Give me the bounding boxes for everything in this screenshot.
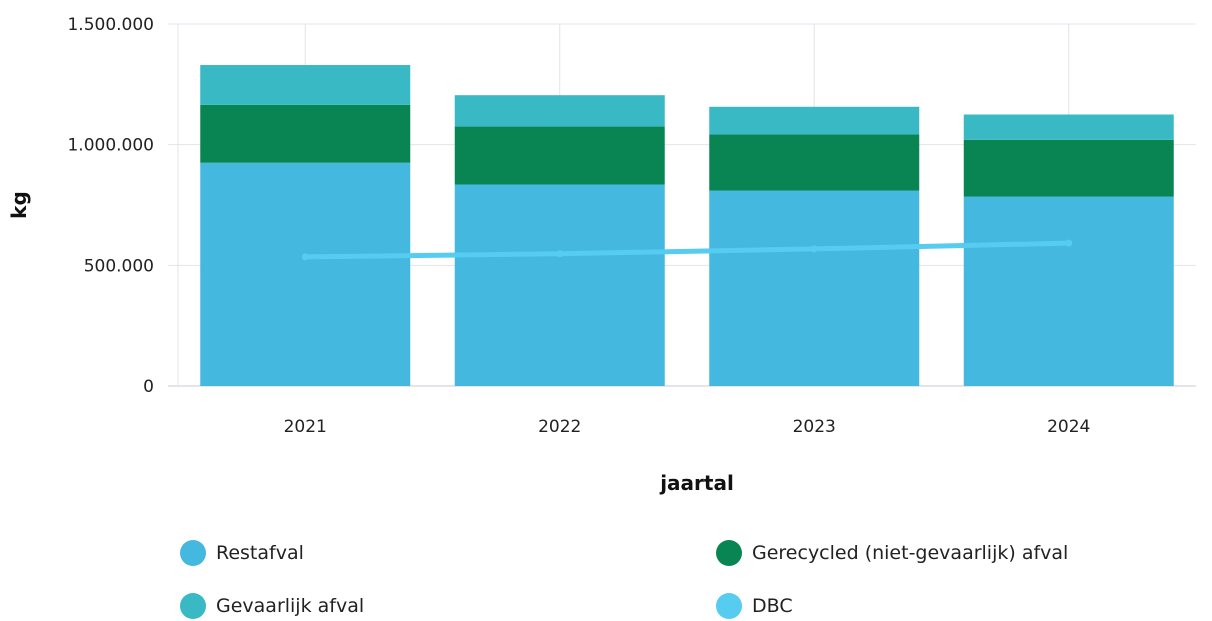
bar-gevaarlijk-afval <box>454 95 665 127</box>
legend: Restafval Gerecycled (niet-gevaarlijk) af… <box>0 530 1212 619</box>
legend-swatch <box>716 540 742 566</box>
bar-gevaarlijk-afval <box>709 106 920 135</box>
y-tick-label: 500.000 <box>84 256 154 276</box>
y-axis-ticks: 0 500.000 1.000.000 1.500.000 <box>67 15 154 397</box>
x-axis-ticks: 2021 2022 2023 2024 <box>284 417 1091 437</box>
bar-restafval <box>709 190 920 386</box>
legend-label: Gerecycled (niet-gevaarlijk) afval <box>752 542 1069 564</box>
legend-label: Restafval <box>216 542 304 564</box>
x-axis-title: jaartal <box>659 471 734 495</box>
line-point-dbc <box>810 245 818 253</box>
x-tick-label: 2023 <box>793 417 836 437</box>
legend-label: DBC <box>752 595 793 617</box>
bars <box>200 65 1174 386</box>
bar-restafval <box>200 162 411 386</box>
line-point-dbc <box>301 253 309 261</box>
bar-gerecycled-niet-gevaarlijk-afval <box>454 126 665 185</box>
x-tick-label: 2021 <box>284 417 327 437</box>
legend-item[interactable]: Restafval <box>180 538 304 568</box>
legend-swatch <box>716 593 742 619</box>
legend-item[interactable]: Gevaarlijk afval <box>180 591 364 621</box>
legend-label: Gevaarlijk afval <box>216 595 365 617</box>
legend-item[interactable]: Gerecycled (niet-gevaarlijk) afval <box>716 538 1068 568</box>
bar-gerecycled-niet-gevaarlijk-afval <box>709 134 920 191</box>
x-tick-label: 2022 <box>538 417 581 437</box>
bar-gerecycled-niet-gevaarlijk-afval <box>200 104 411 163</box>
y-axis-title: kg <box>7 191 31 219</box>
line-dbc <box>302 240 1072 260</box>
x-tick-label: 2024 <box>1047 417 1090 437</box>
dbc-line <box>301 239 1073 261</box>
legend-item[interactable]: DBC <box>716 591 793 621</box>
legend-swatch <box>180 593 206 619</box>
bar-gevaarlijk-afval <box>963 114 1174 140</box>
line-point-dbc <box>556 250 564 258</box>
bar-restafval <box>454 184 665 386</box>
y-tick-label: 0 <box>143 377 154 397</box>
y-tick-label: 1.500.000 <box>67 15 154 35</box>
line-point-dbc <box>1065 239 1073 247</box>
bar-gevaarlijk-afval <box>200 65 411 105</box>
legend-swatch <box>180 540 206 566</box>
bar-restafval <box>963 196 1174 386</box>
y-tick-label: 1.000.000 <box>67 136 154 156</box>
bar-gerecycled-niet-gevaarlijk-afval <box>963 139 1174 197</box>
